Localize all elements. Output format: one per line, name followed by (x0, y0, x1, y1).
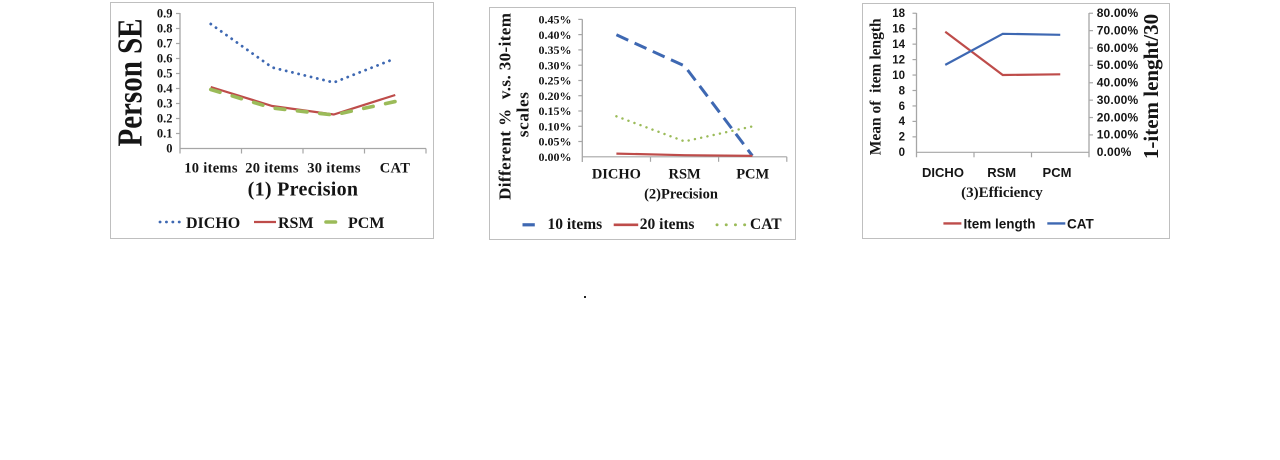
svg-text:4: 4 (899, 116, 906, 128)
svg-text:0.2: 0.2 (157, 112, 173, 126)
svg-text:Person SE: Person SE (110, 18, 149, 146)
svg-text:10 items: 10 items (184, 161, 238, 177)
svg-text:0.00%: 0.00% (1097, 145, 1132, 159)
svg-text:CAT: CAT (380, 161, 410, 177)
svg-text:8: 8 (899, 85, 906, 97)
svg-text:CAT: CAT (750, 216, 782, 233)
svg-text:0.40%: 0.40% (539, 28, 572, 42)
svg-text:0.3: 0.3 (157, 97, 173, 111)
svg-text:0.5: 0.5 (157, 67, 173, 81)
svg-text:(1) Precision: (1) Precision (248, 179, 359, 201)
svg-text:RSM: RSM (987, 165, 1016, 180)
svg-text:16: 16 (892, 24, 905, 36)
svg-text:0.35%: 0.35% (539, 43, 572, 57)
svg-text:0.25%: 0.25% (539, 74, 572, 88)
svg-text:6: 6 (899, 101, 905, 113)
svg-text:20.00%: 20.00% (1097, 110, 1139, 124)
svg-text:PCM: PCM (348, 215, 384, 232)
svg-text:(3)Efficiency: (3)Efficiency (961, 185, 1043, 201)
svg-text:0.15%: 0.15% (539, 104, 572, 118)
svg-text:50.00%: 50.00% (1097, 58, 1139, 72)
svg-text:0: 0 (166, 142, 172, 156)
svg-text:0.20%: 0.20% (539, 89, 572, 103)
svg-text:(2)Precision: (2)Precision (644, 187, 718, 203)
svg-text:12: 12 (892, 54, 905, 66)
svg-text:0.7: 0.7 (157, 37, 173, 51)
svg-text:18: 18 (892, 8, 905, 20)
svg-text:14: 14 (892, 39, 905, 51)
svg-text:60.00%: 60.00% (1097, 41, 1139, 55)
svg-text:0.05%: 0.05% (539, 135, 572, 149)
svg-text:20 items: 20 items (245, 161, 299, 177)
svg-text:10 items: 10 items (548, 216, 603, 233)
svg-text:70.00%: 70.00% (1097, 23, 1139, 37)
svg-text:30.00%: 30.00% (1097, 93, 1139, 107)
svg-text:0.45%: 0.45% (539, 13, 572, 27)
svg-text:0.30%: 0.30% (539, 58, 572, 72)
svg-text:80.00%: 80.00% (1097, 6, 1139, 20)
svg-text:Mean of item length: Mean of item length (868, 18, 885, 155)
svg-text:0.00%: 0.00% (539, 150, 572, 164)
svg-text:1-item lenght/30: 1-item lenght/30 (1139, 14, 1163, 159)
svg-text:Item length: Item length (964, 217, 1036, 232)
svg-text:40.00%: 40.00% (1097, 76, 1139, 90)
svg-text:0: 0 (899, 147, 905, 159)
svg-text:0.9: 0.9 (157, 7, 173, 21)
svg-text:0.6: 0.6 (157, 52, 173, 66)
svg-text:0.10%: 0.10% (539, 120, 572, 134)
svg-text:30 items: 30 items (307, 161, 361, 177)
svg-text:RSM: RSM (278, 215, 314, 232)
svg-text:20 items: 20 items (640, 216, 695, 233)
svg-text:10.00%: 10.00% (1097, 128, 1139, 142)
svg-text:DICHO: DICHO (592, 167, 641, 183)
svg-text:0.1: 0.1 (157, 127, 173, 141)
svg-text:scales: scales (513, 91, 532, 137)
svg-text:DICHO: DICHO (186, 215, 240, 232)
svg-text:RSM: RSM (668, 167, 701, 183)
svg-text:10: 10 (892, 70, 905, 82)
svg-text:0.8: 0.8 (157, 22, 173, 36)
svg-text:PCM: PCM (1043, 165, 1072, 180)
svg-text:PCM: PCM (736, 167, 769, 183)
svg-text:CAT: CAT (1067, 217, 1094, 232)
svg-text:DICHO: DICHO (922, 165, 964, 180)
svg-text:Different % v.s. 30-item: Different % v.s. 30-item (496, 13, 515, 200)
svg-text:0.4: 0.4 (157, 82, 173, 96)
svg-text:2: 2 (899, 132, 905, 144)
